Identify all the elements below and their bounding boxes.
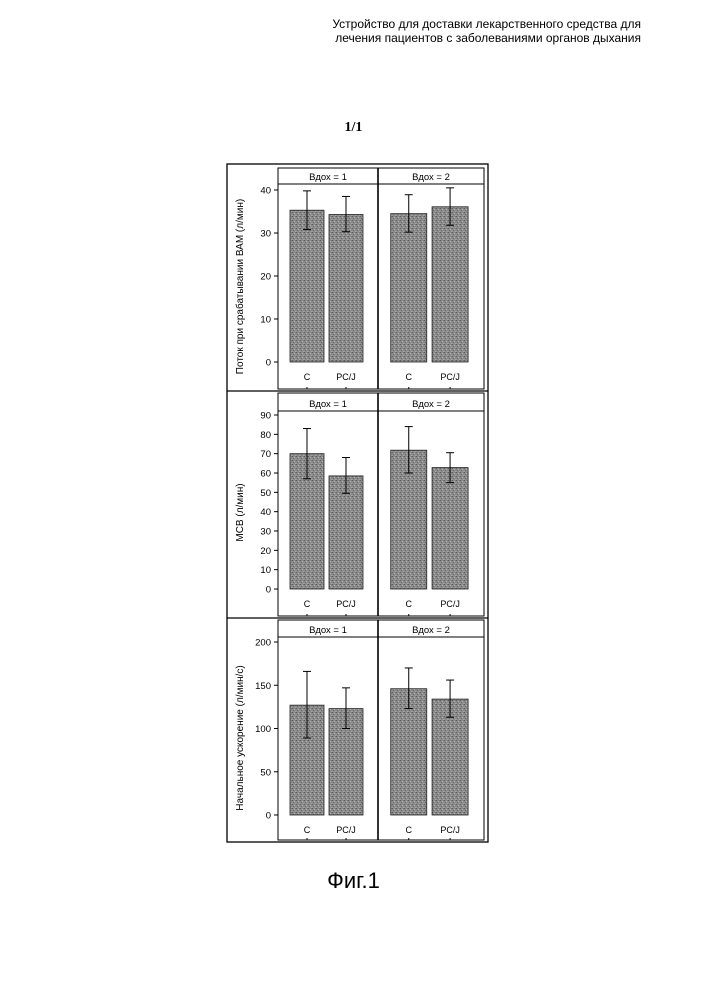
y-tick-label: 100 <box>255 724 271 735</box>
bar <box>329 215 363 362</box>
y-tick-label: 0 <box>266 358 271 369</box>
x-tick-label: PC/J <box>440 372 460 382</box>
x-tick-label: PC/J <box>336 599 356 609</box>
figure-caption: Фиг.1 <box>0 868 707 894</box>
bar <box>432 468 468 589</box>
y-tick-label: 30 <box>260 527 271 538</box>
y-tick-label: 10 <box>260 315 271 326</box>
y-tick-label: 0 <box>266 585 271 596</box>
x-tick-label: C <box>304 599 311 609</box>
x-tick-label: PC/J <box>440 825 460 835</box>
panel-label: Вдох = 1 <box>309 172 347 183</box>
x-tick-label: C <box>405 825 412 835</box>
chart-2: 0 10 20 30 40 50 60 70 80 90 МСВ (л/мин) Вдох = 1 C P… <box>227 391 488 616</box>
y-tick-label: 10 <box>260 565 271 576</box>
chart-1: 0 10 20 30 40 Поток при срабатывании ВАМ (л/м… <box>234 168 484 389</box>
bar <box>432 207 468 362</box>
bar <box>391 214 427 362</box>
chart-3: 0 50 100 150 200 Начальное ускорение (л/мин/с… <box>227 618 488 840</box>
panel-label: Вдох = 2 <box>412 172 450 183</box>
y-tick-label: 0 <box>266 811 271 822</box>
y-tick-label: 150 <box>255 681 271 692</box>
bar <box>290 210 324 362</box>
x-tick-label: C <box>304 825 311 835</box>
x-tick-label: PC/J <box>336 825 356 835</box>
panel-label: Вдох = 1 <box>309 399 347 410</box>
y-tick-label: 20 <box>260 546 271 557</box>
panel-label: Вдох = 2 <box>412 399 450 410</box>
y-tick-label: 40 <box>260 186 271 197</box>
y-tick-label: 50 <box>260 488 271 499</box>
x-tick-label: PC/J <box>440 599 460 609</box>
y-axis-label: МСВ (л/мин) <box>235 483 246 541</box>
y-tick-label: 60 <box>260 469 271 480</box>
x-tick-label: C <box>304 372 311 382</box>
y-axis-label: Начальное ускорение (л/мин/с) <box>235 665 246 810</box>
y-tick-label: 200 <box>255 638 271 649</box>
y-tick-label: 90 <box>260 411 271 422</box>
y-axis-label: Поток при срабатывании ВАМ (л/мин) <box>234 199 246 374</box>
x-tick-label: C <box>405 372 412 382</box>
y-tick-label: 80 <box>260 430 271 441</box>
panel-label: Вдох = 1 <box>309 625 347 636</box>
y-tick-label: 20 <box>260 272 271 283</box>
y-tick-label: 40 <box>260 507 271 518</box>
x-tick-label: PC/J <box>336 372 356 382</box>
panel-label: Вдох = 2 <box>412 625 450 636</box>
y-tick-label: 70 <box>260 449 271 460</box>
y-tick-label: 30 <box>260 229 271 240</box>
x-tick-label: C <box>405 599 412 609</box>
y-tick-label: 50 <box>260 767 271 778</box>
